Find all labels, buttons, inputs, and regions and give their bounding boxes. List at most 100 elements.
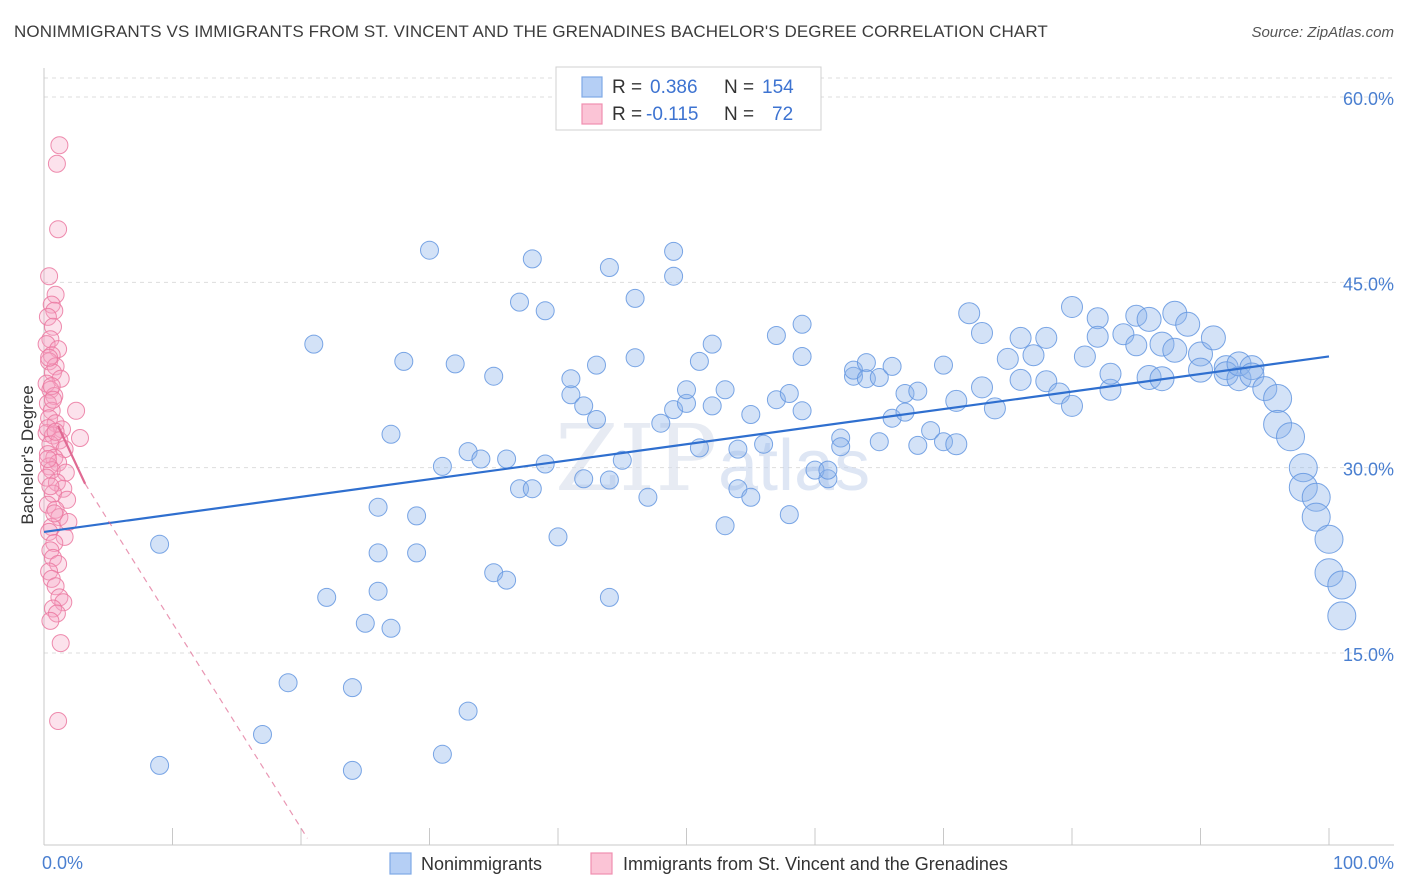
point-immigrants-7 [38,307,57,326]
point-nonimmigrants-27 [497,449,517,469]
point-nonimmigrants-17 [420,240,439,260]
point-nonimmigrants-142 [1327,570,1357,600]
x-tick-label-max: 100.0% [1333,853,1394,873]
y-tick-label-30: 30.0% [1343,460,1394,480]
point-nonimmigrants-83 [869,368,889,387]
point-nonimmigrants-114 [1125,334,1148,357]
point-nonimmigrants-121 [1162,300,1188,326]
point-nonimmigrants-86 [895,402,915,422]
point-nonimmigrants-15 [407,506,427,526]
point-nonimmigrants-56 [689,351,709,371]
point-nonimmigrants-109 [1086,307,1109,330]
point-nonimmigrants-63 [741,405,761,424]
point-nonimmigrants-40 [587,355,606,375]
point-nonimmigrants-95 [958,302,981,325]
legend-swatch-blue [581,76,603,98]
point-nonimmigrants-62 [728,439,748,459]
point-nonimmigrants-82 [869,432,889,452]
y-tick-label-45: 45.0% [1343,274,1394,294]
point-immigrants-68 [41,477,60,496]
point-immigrants-34 [49,453,68,472]
point-nonimmigrants-92 [934,355,953,375]
point-nonimmigrants-51 [664,266,684,286]
legend-r-label-1: R = [612,77,642,98]
point-immigrants-28 [71,429,89,447]
legend-n-label-2: N = [724,104,754,125]
point-nonimmigrants-13 [381,424,401,444]
point-immigrants-42 [58,490,77,509]
point-immigrants-10 [37,335,56,354]
point-nonimmigrants-140 [1314,524,1344,554]
point-nonimmigrants-7 [342,678,362,698]
trend-line-nonimmigrants [43,355,1330,534]
point-immigrants-69 [45,504,64,523]
point-immigrants-1 [47,154,66,173]
point-nonimmigrants-117 [1136,365,1162,390]
bottom-legend-label-immigrants: Immigrants from St. Vincent and the Gren… [623,854,1008,874]
point-nonimmigrants-84 [882,356,902,376]
point-nonimmigrants-72 [792,347,812,366]
point-nonimmigrants-112 [1099,362,1122,385]
point-immigrants-67 [38,450,57,468]
point-nonimmigrants-10 [368,581,388,601]
legend-r-label-2: R = [612,104,642,125]
point-nonimmigrants-54 [677,380,696,400]
point-immigrants-3 [40,267,59,286]
point-nonimmigrants-90 [921,421,941,441]
point-immigrants-52 [44,548,62,567]
point-immigrants-53 [49,555,68,573]
point-nonimmigrants-20 [445,354,465,374]
point-nonimmigrants-39 [587,410,606,429]
point-nonimmigrants-16 [407,543,427,563]
point-nonimmigrants-53 [677,393,696,413]
point-nonimmigrants-124 [1188,357,1213,383]
point-immigrants-4 [46,285,65,304]
bottom-legend-swatch-blue [389,852,412,875]
point-nonimmigrants-125 [1200,325,1226,351]
point-nonimmigrants-14 [394,351,414,371]
point-nonimmigrants-139 [1301,502,1331,532]
point-nonimmigrants-58 [702,396,722,416]
point-nonimmigrants-0 [150,534,170,554]
point-nonimmigrants-45 [625,288,645,308]
point-nonimmigrants-46 [625,348,645,368]
point-nonimmigrants-65 [754,434,774,454]
point-nonimmigrants-134 [1263,409,1293,439]
point-immigrants-65 [42,377,61,396]
point-nonimmigrants-5 [317,587,337,607]
point-nonimmigrants-31 [522,479,542,499]
point-nonimmigrants-70 [792,401,812,421]
point-nonimmigrants-75 [818,460,838,480]
point-nonimmigrants-37 [574,469,594,489]
point-nonimmigrants-60 [715,516,735,536]
point-nonimmigrants-21 [458,701,478,721]
point-nonimmigrants-12 [381,618,401,638]
point-nonimmigrants-48 [651,413,671,433]
point-nonimmigrants-1 [150,755,170,775]
point-nonimmigrants-33 [535,301,555,321]
point-immigrants-62 [51,634,70,653]
point-immigrants-37 [56,463,75,482]
point-nonimmigrants-107 [1061,394,1083,417]
point-nonimmigrants-116 [1136,306,1162,332]
point-immigrants-61 [41,611,60,630]
chart-title: NONIMMIGRANTS VS IMMIGRANTS FROM ST. VIN… [14,22,1048,41]
point-immigrants-51 [41,541,60,560]
point-nonimmigrants-89 [908,381,928,401]
x-ticks [43,828,1330,845]
point-nonimmigrants-2 [253,725,272,744]
point-nonimmigrants-110 [1086,325,1109,348]
point-nonimmigrants-18 [432,744,452,764]
point-nonimmigrants-19 [432,456,452,476]
point-immigrants-70 [40,348,59,367]
point-nonimmigrants-137 [1288,472,1318,502]
point-nonimmigrants-44 [612,450,632,470]
point-nonimmigrants-131 [1239,362,1265,388]
legend-n-label-1: N = [724,77,754,98]
point-nonimmigrants-3 [278,673,298,693]
point-nonimmigrants-59 [715,380,735,400]
point-nonimmigrants-69 [779,505,799,525]
point-nonimmigrants-113 [1112,323,1135,346]
point-immigrants-45 [50,508,69,527]
series-nonimmigrants-points [150,83,1357,780]
